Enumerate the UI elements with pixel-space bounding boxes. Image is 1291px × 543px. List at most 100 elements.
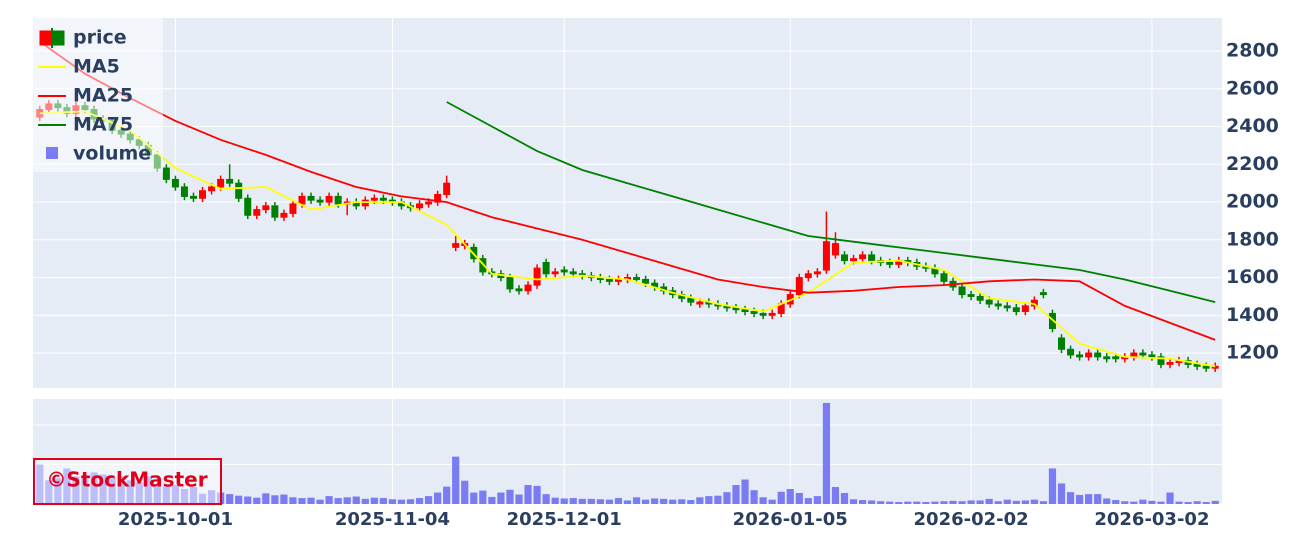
candle-body [1157,356,1165,365]
candle-body [479,258,487,273]
candle-body [994,303,1002,307]
candle-body [1076,354,1084,358]
volume-bar [1184,502,1192,504]
volume-bar [379,498,387,504]
volume-bar [931,501,939,504]
candle-body [1021,305,1029,313]
volume-bar [786,489,794,504]
volume-bar [795,492,803,504]
volume-bar [406,499,415,504]
volume-bar [1202,502,1210,504]
volume-bar [678,499,686,504]
candle-body [1067,348,1075,356]
volume-bar [226,494,234,504]
candle-body [1085,352,1093,358]
volume-bar [1003,499,1011,504]
volume-bar [1039,501,1048,504]
y-tick-label: 2000 [1226,191,1279,213]
volume-bar [397,499,406,504]
volume-bar [831,487,840,504]
volume-bar [1021,500,1029,504]
candle-body [1193,363,1201,367]
candle-body [569,271,577,275]
volume-bar [361,498,369,504]
candle-body [253,209,261,216]
y-tick-label: 1800 [1226,228,1279,250]
volume-bar [596,499,604,504]
candle-body [1148,354,1156,358]
candle-body [325,195,333,203]
candle-body [370,197,378,201]
volume-bar [1085,494,1093,504]
candle-body [235,182,243,199]
candle-body [687,297,695,303]
ma-line [39,40,1216,341]
volume-bar [1175,501,1183,504]
volume-bar [741,479,749,504]
candle-body [1012,307,1020,313]
candle-body [985,299,993,305]
volume-bar [1012,500,1020,504]
volume-bar [1057,483,1066,504]
candle-body [379,197,387,201]
volume-bar [1030,499,1038,504]
volume-bar [759,497,767,504]
candle-body [868,254,876,262]
candle-body [425,201,433,205]
volume-bar [461,480,469,504]
volume-bar [804,498,812,504]
volume-bar [632,497,641,504]
candle-body [958,286,966,296]
volume-bar [913,501,921,504]
volume-bar [1211,500,1219,504]
volume-bar [533,485,541,504]
volume-bar [714,495,722,504]
volume-bar [705,496,713,504]
candle-body [171,178,179,188]
volume-bar [660,498,668,504]
axes: 1200 1400 1600 1800 2000 2200 2400 2600 2800 2025… [118,40,1279,530]
volume-bar [506,489,514,504]
x-tick-label: 2025-12-01 [507,509,622,530]
volume-bar [325,496,333,504]
volume-bar [949,500,957,504]
candle-body [316,199,324,203]
candle-body [1039,292,1047,296]
volume-bar [895,502,903,504]
volume-bar [669,499,677,504]
volume-pane [33,399,1222,504]
volume-bar [886,501,894,504]
candle-body [199,190,207,199]
legend-icon [46,147,58,159]
price-pane [33,18,1222,388]
candle-body [280,212,288,218]
volume-bar [1094,494,1102,504]
candle-body [1139,352,1147,356]
candle-body [633,277,641,280]
candle-body [506,277,514,290]
volume-bar [958,501,966,504]
candle-body [940,273,948,282]
volume-bar [1103,498,1111,504]
candle-body [533,267,541,286]
candle-body [831,243,839,256]
volume-bar [1112,500,1120,504]
watermark-box [33,458,222,505]
candle-body [416,203,424,209]
candle-body [262,205,270,211]
volume-bar [524,485,532,504]
volume-bar [732,485,740,504]
candle-body [850,258,858,262]
y-tick-label: 1200 [1226,342,1279,364]
candle-body [750,311,758,314]
candle-body [967,294,975,297]
candle-body [434,194,442,203]
volume-bar [1121,501,1129,504]
candle-body [334,195,342,205]
candle-body [443,182,451,196]
candle-body [298,195,306,205]
volume-bar [1075,494,1084,504]
legend-label: price [73,27,127,49]
x-tick-label: 2025-10-01 [118,509,233,530]
